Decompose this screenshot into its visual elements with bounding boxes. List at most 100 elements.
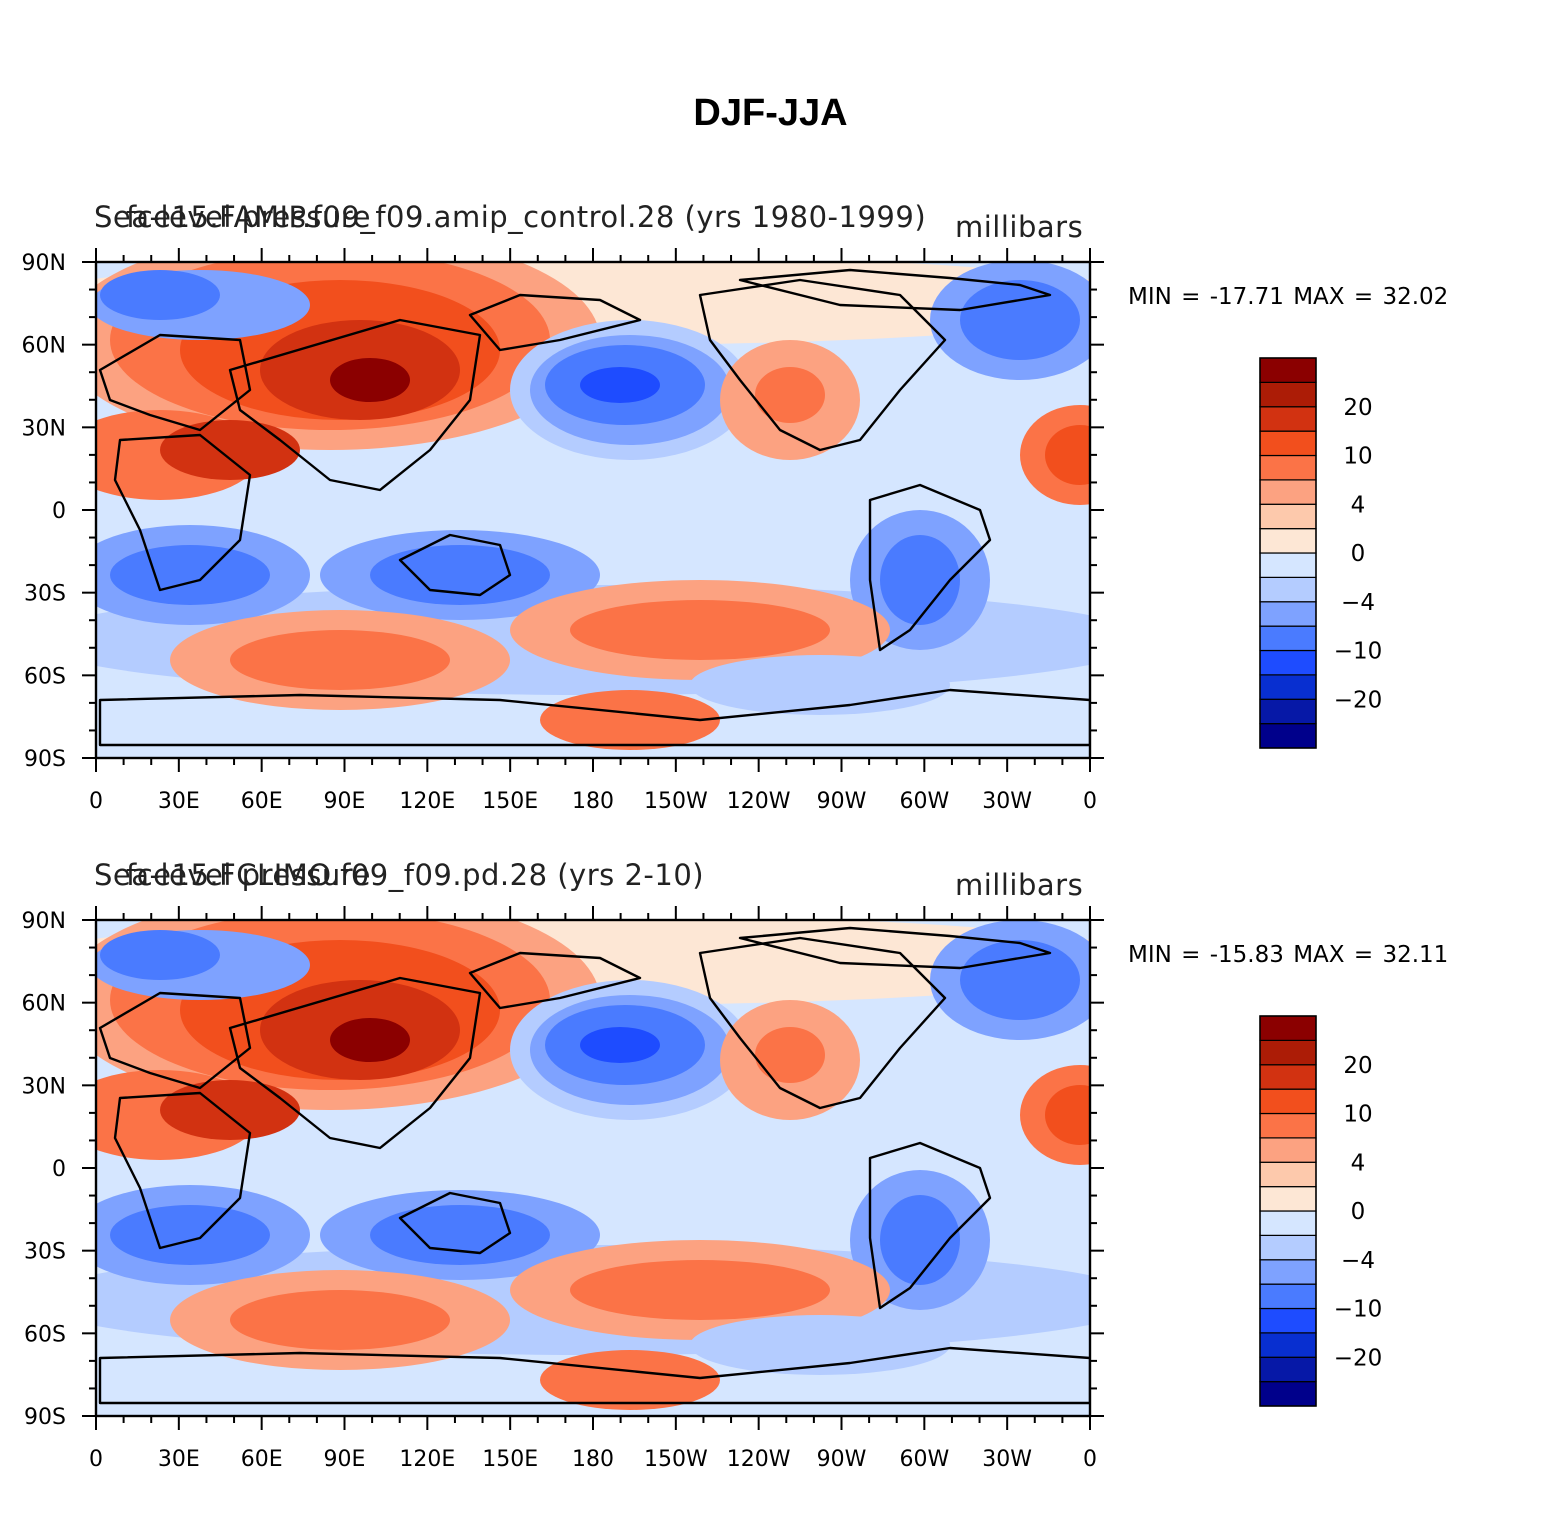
field-contour-29 (230, 1290, 450, 1350)
coastlines (98, 926, 1090, 1405)
x-tick-label: 120W (727, 789, 791, 814)
map-panel-1: Sea-level pressure fce15.FAMIP.f09_f09.a… (0, 200, 1541, 860)
field-contour-25 (370, 1205, 550, 1265)
y-tick-label: 60N (22, 334, 66, 359)
panel-1-min-max: MIN = -17.71 MAX = 32.02 (1128, 284, 1448, 310)
field-contour-13 (580, 367, 660, 403)
panel-2-center-title: fce15.FCLIMO.f09_f09.pd.28 (yrs 2-10) (126, 858, 705, 892)
coastline-3 (228, 318, 482, 492)
coastline-0 (468, 951, 642, 1010)
field-contour-13 (580, 1027, 660, 1063)
colorbar-box (1259, 1161, 1317, 1188)
panel-1-map: 0 30E 60E 90E 120E 150E 180 150W 120W 90W 60W 30W 09… (22, 248, 1104, 814)
x-tick-label: 30E (158, 1447, 200, 1472)
y-tick-label: 0 (52, 499, 66, 524)
colorbar-label: 0 (1351, 541, 1366, 567)
field-contour-23 (110, 1205, 270, 1265)
field-contour-15 (755, 367, 825, 423)
field-layer (96, 920, 1090, 1416)
colorbar-label: −10 (1334, 639, 1383, 665)
panel-1-min-label: MIN = (1128, 284, 1201, 310)
x-tick-label: 0 (89, 789, 103, 814)
field-contour-7 (330, 1018, 410, 1062)
field-contour-27 (880, 1195, 960, 1285)
x-tick-label: 60W (899, 1447, 949, 1472)
colorbar-box (1259, 649, 1317, 676)
y-tick-label: 30N (22, 416, 66, 441)
y-tick-label: 60N (22, 992, 66, 1017)
colorbar-box (1259, 1259, 1317, 1285)
x-tick-label: 120E (399, 1447, 455, 1472)
colorbar-box (1259, 503, 1317, 530)
colorbar-box (1259, 1332, 1317, 1358)
colorbar-box (1259, 1307, 1317, 1334)
x-tick-label: 30W (982, 1447, 1032, 1472)
field-contour-33 (540, 690, 720, 750)
colorbar-box (1259, 1064, 1317, 1090)
colorbar-label: 0 (1351, 1199, 1366, 1225)
panel-2-min-value: -15.83 (1209, 942, 1284, 968)
panel-1-max-value: 32.02 (1382, 284, 1449, 310)
colorbar-label: −20 (1334, 1345, 1383, 1371)
panel-1-units: millibars (955, 210, 1084, 244)
colorbar-box (1259, 357, 1317, 383)
colorbar-box (1259, 576, 1317, 603)
colorbar-box (1259, 479, 1317, 505)
x-tick-label: 90W (817, 789, 867, 814)
field-contour-7 (330, 358, 410, 402)
y-tick-label: 90S (24, 747, 66, 772)
panel-2-max-value: 32.11 (1382, 942, 1449, 968)
y-tick-label: 60S (24, 664, 66, 689)
colorbar-label: −4 (1341, 1248, 1375, 1274)
x-tick-label: 0 (89, 1447, 103, 1472)
x-tick-label: 150E (482, 789, 538, 814)
colorbar-label: −20 (1334, 687, 1383, 713)
y-tick-label: 90N (22, 909, 66, 934)
figure-title: DJF-JJA (693, 92, 848, 134)
coastline-7 (738, 268, 1052, 312)
colorbar-box (1259, 723, 1317, 749)
colorbar-box (1259, 1088, 1317, 1115)
panel-1-center-title: fce15.FAMIP.f09_f09.amip_control.28 (yrs… (126, 200, 927, 234)
panel-2-min-label: MIN = (1128, 942, 1201, 968)
field-contour-9 (160, 420, 300, 480)
coastline-8 (98, 688, 1090, 747)
y-tick-label: 0 (52, 1157, 66, 1182)
field-contour-17 (100, 270, 220, 320)
x-tick-label: 90W (817, 1447, 867, 1472)
colorbar-frame (1259, 357, 1317, 749)
coastlines (98, 268, 1090, 747)
colorbar-box (1259, 601, 1317, 627)
x-tick-label: 180 (572, 1447, 614, 1472)
coastline-4 (398, 533, 512, 597)
x-tick-label: 0 (1083, 1447, 1097, 1472)
panel-1-colorbar: −20 −10 −4 0 4 10 20 (1259, 357, 1383, 749)
colorbar-box (1259, 698, 1317, 725)
colorbar-label: 4 (1351, 492, 1366, 518)
colorbar-box (1259, 1137, 1317, 1163)
coastline-6 (868, 483, 992, 652)
field-contour-21 (1045, 1085, 1090, 1145)
colorbar-frame (1259, 1015, 1317, 1407)
colorbar-label: 10 (1343, 1102, 1372, 1128)
colorbar-box (1259, 1381, 1317, 1407)
coastline-2 (113, 1091, 252, 1250)
panel-1-min-value: -17.71 (1209, 284, 1284, 310)
coastline-0 (468, 293, 642, 352)
x-tick-label: 30W (982, 789, 1032, 814)
coastline-2 (113, 433, 252, 592)
y-tick-label: 90S (24, 1405, 66, 1430)
x-tick-label: 90E (324, 1447, 366, 1472)
colorbar-box (1259, 1210, 1317, 1236)
colorbar-box (1259, 528, 1317, 554)
x-tick-label: 60E (241, 789, 283, 814)
colorbar-box (1259, 1283, 1317, 1310)
colorbar-box (1259, 552, 1317, 578)
panel-2-min-max: MIN = -15.83 MAX = 32.11 (1128, 942, 1448, 968)
field-contour-31 (570, 600, 830, 660)
y-tick-label: 30N (22, 1074, 66, 1099)
y-tick-label: 30S (24, 1240, 66, 1265)
colorbar-box (1259, 1234, 1317, 1261)
colorbar-box (1259, 1186, 1317, 1212)
field-contour-19 (960, 940, 1080, 1020)
